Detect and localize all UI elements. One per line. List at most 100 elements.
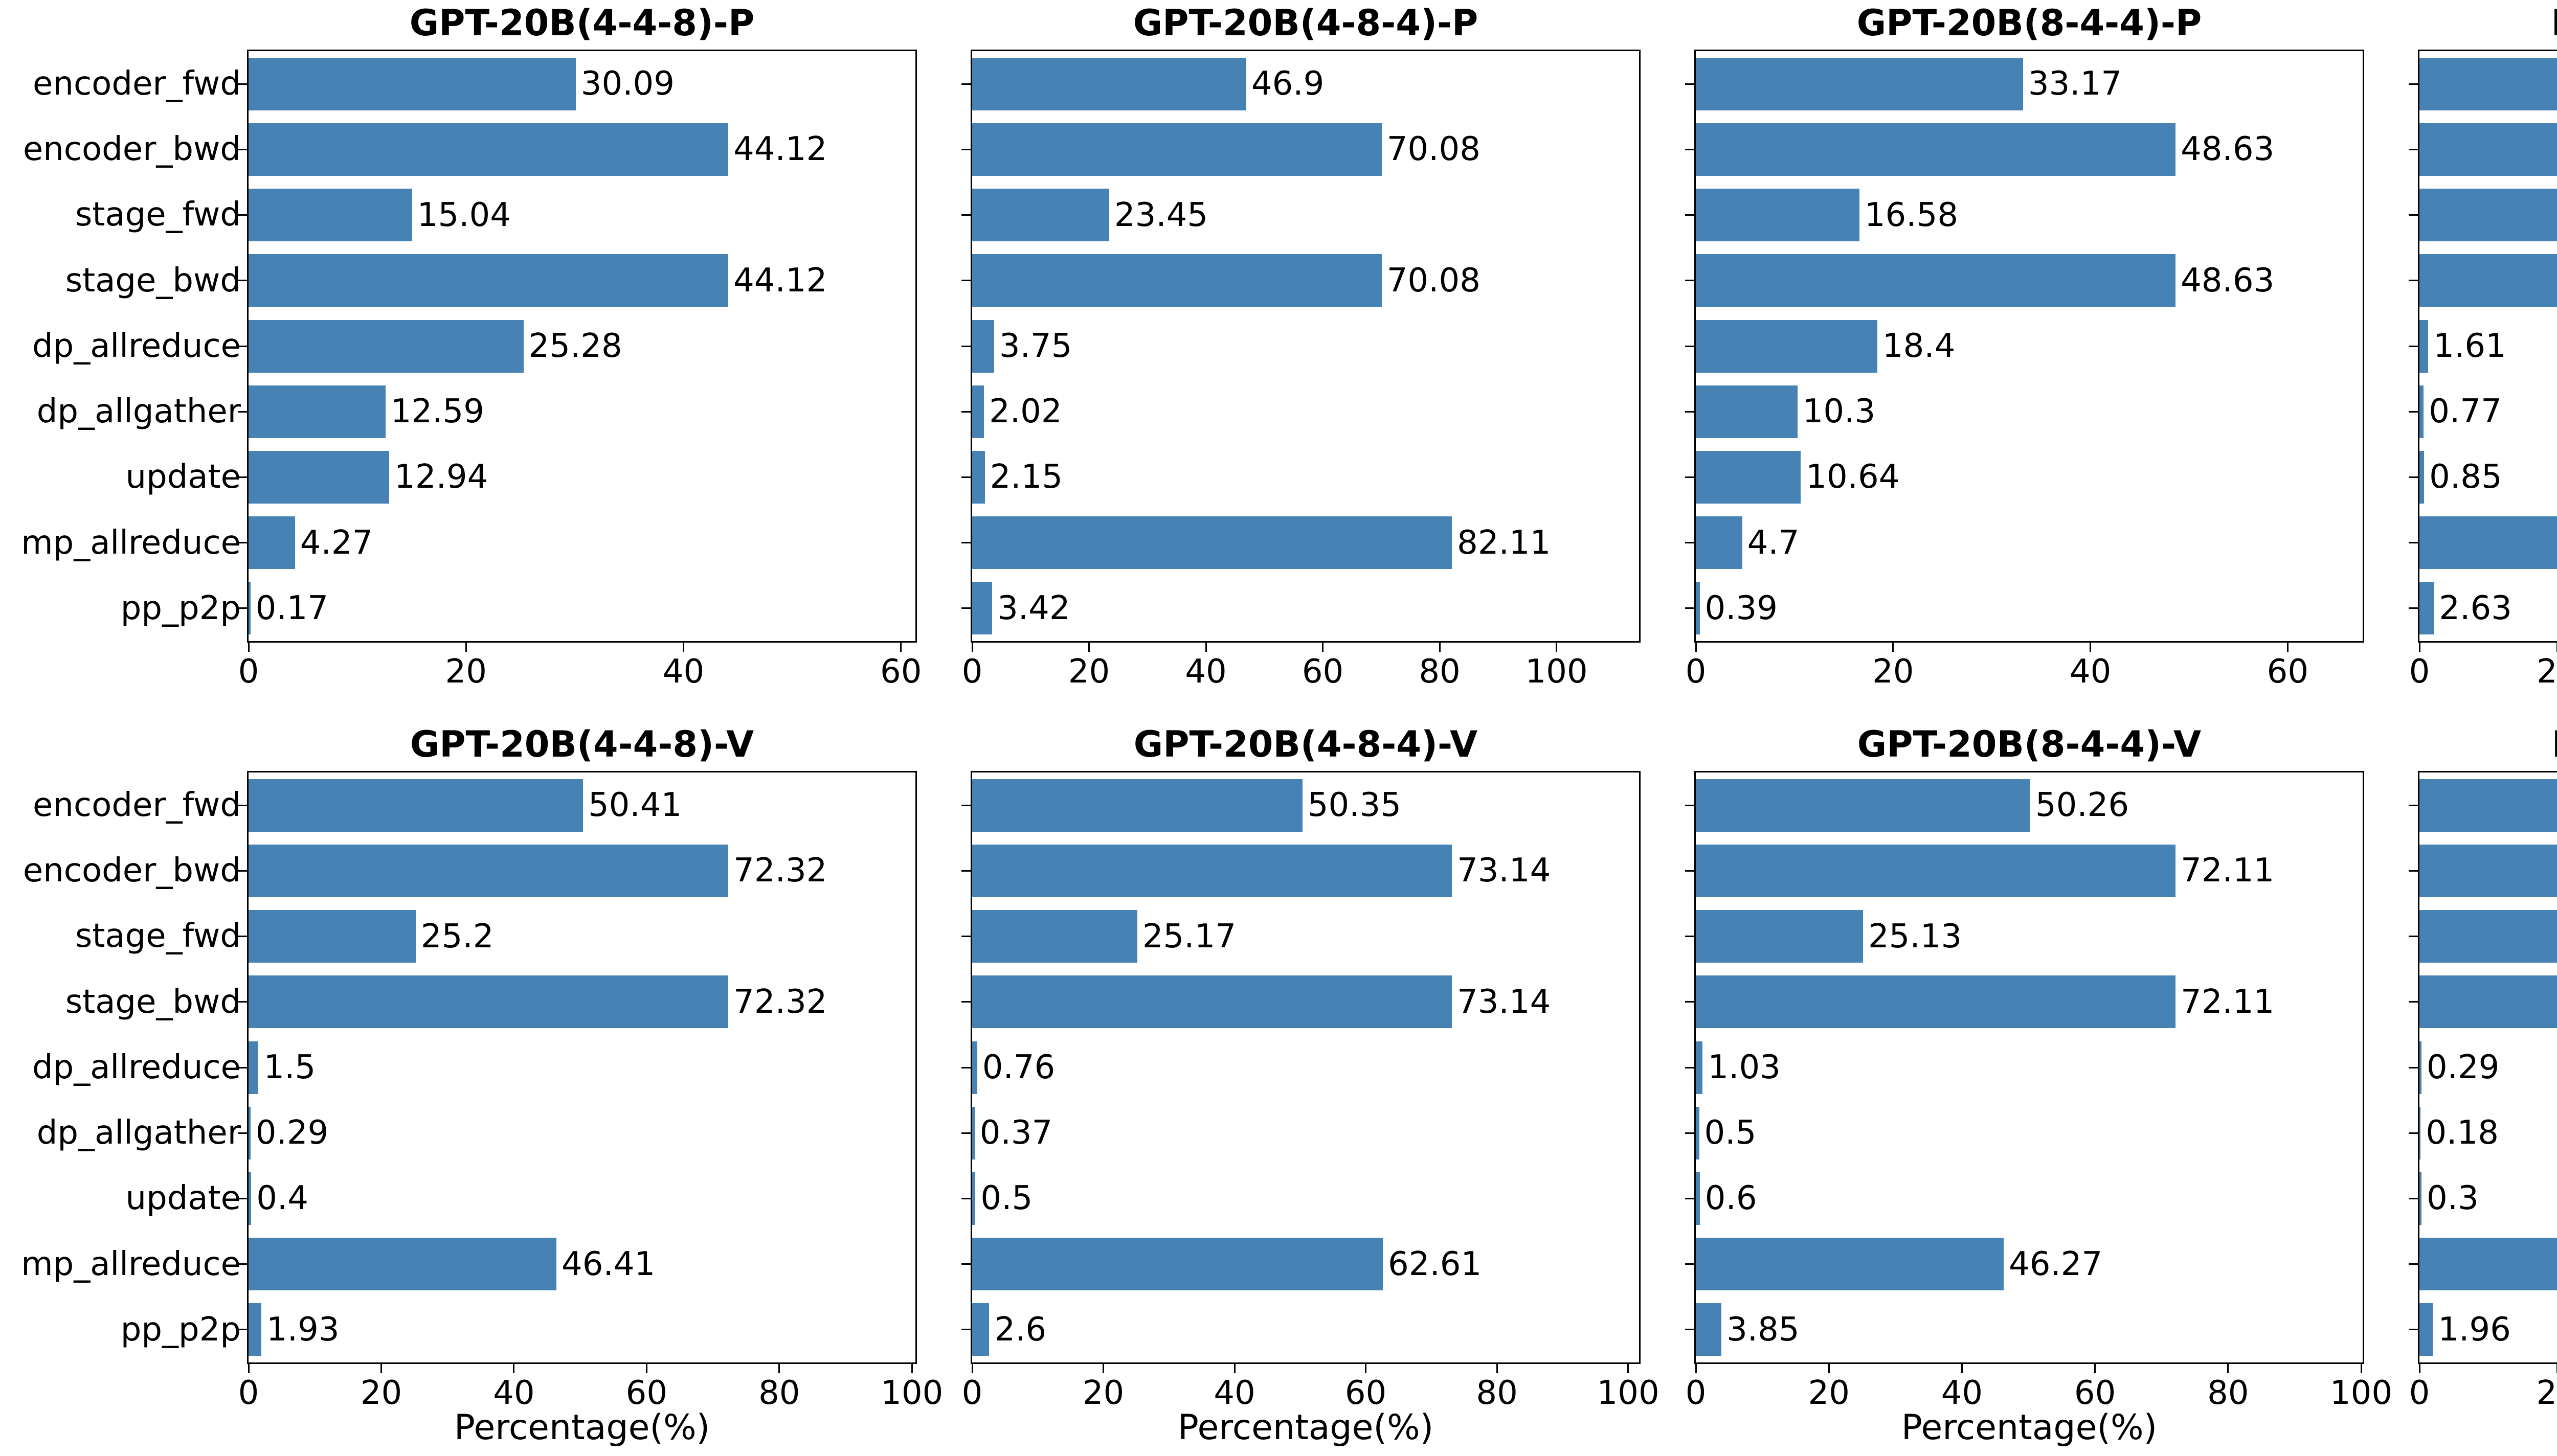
x-tick-mark [1695,1364,1697,1373]
y-tick-mark [238,1197,247,1199]
bar [2419,1172,2422,1225]
y-tick-mark [238,607,247,609]
x-tick-label: 60 [625,1374,668,1412]
chart-title: GPT-20B(8-4-4)-P [1856,2,2202,44]
bar-value-label: 48.63 [2181,261,2275,300]
bar-value-label: 46.27 [2008,1245,2103,1283]
y-tick-mark [238,1001,247,1003]
bar [1696,254,2176,307]
x-tick-label: 80 [1419,653,1461,691]
bar [249,975,729,1029]
bar-value-label: 23.45 [1114,196,1208,234]
bar [1696,1041,1703,1094]
y-tick-mark [961,1329,971,1331]
bar-value-label: 10.3 [1802,393,1876,431]
bar [2419,516,2557,570]
bar-value-label: 25.13 [1868,917,1962,956]
chart-title: GPT-20B(4-8-4)-V [1133,723,1478,765]
x-tick-label: 0 [961,1374,983,1412]
bar-value-label: 3.75 [999,327,1072,365]
y-tick-mark [2409,1197,2418,1199]
x-tick-label: 80 [1476,1374,1518,1412]
x-tick-label: 40 [1941,1374,1983,1412]
bar-value-label: 46.41 [562,1245,656,1283]
bar [2419,844,2557,897]
bar-value-label: 0.17 [255,589,329,627]
y-tick-mark [961,280,971,282]
y-tick-mark [961,476,971,478]
x-tick-label: 0 [961,653,983,691]
y-tick-mark [2409,1329,2418,1331]
y-tick-mark [1685,607,1694,609]
x-tick-label: 20 [1068,653,1110,691]
x-tick-mark [2094,1364,2096,1373]
x-tick-label: 20 [2536,1374,2557,1412]
x-tick-mark [971,643,973,652]
bar [972,385,984,438]
x-tick-label: 20 [445,653,487,691]
bar [249,844,729,897]
y-tick-mark [2409,411,2418,413]
bar-value-label: 72.11 [2181,983,2275,1021]
bar-value-label: 12.94 [394,458,488,496]
x-tick-mark [1439,643,1441,652]
x-tick-mark [971,1364,973,1373]
x-tick-mark [1496,1364,1498,1373]
bar [249,1172,252,1225]
x-tick-label: 20 [1082,1374,1125,1412]
x-tick-mark [1961,1364,1963,1373]
y-tick-mark [1685,870,1694,872]
bar-value-label: 50.26 [2035,786,2129,825]
x-axis-label: Percentage(%) [2418,1411,2557,1445]
y-tick-mark [1685,1197,1694,1199]
x-tick-label: 100 [1597,1374,1659,1412]
y-tick-label: update [125,458,241,496]
bar [1696,1106,1699,1159]
y-tick-label: stage_bwd [65,983,241,1021]
chart-title: LLaMA-13B(4-8-2)-P [2418,3,2557,43]
x-tick-mark [1892,643,1894,652]
x-tick-mark [2556,1364,2557,1373]
bar [249,189,412,242]
bar-value-label: 0.29 [2426,1049,2500,1086]
bar [1696,123,2176,176]
bar [2419,450,2425,504]
bar [1696,450,1801,504]
y-tick-mark [1685,411,1694,413]
y-tick-label: encoder_fwd [33,786,241,824]
bar [972,320,994,373]
bar-value-label: 2.63 [2439,589,2512,627]
y-tick-mark [1685,214,1694,216]
y-tick-mark [238,542,247,544]
x-axis-label: Percentage(%) [1901,1407,2158,1448]
y-tick-mark [238,1263,247,1265]
y-tick-mark [238,476,247,478]
y-tick-mark [2409,607,2418,609]
bar [972,254,1382,307]
y-tick-mark [1685,1001,1694,1003]
x-tick-label: 80 [758,1374,800,1412]
x-axis-label: Percentage(%) [1177,1407,1434,1448]
bar-value-label: 4.7 [1747,524,1800,562]
x-tick-mark [248,1364,250,1373]
y-tick-label: dp_allgather [36,1114,241,1152]
bar [2419,1303,2433,1356]
bar [2419,1106,2421,1159]
bar [972,450,985,504]
x-tick-mark [465,643,467,652]
bar [972,189,1109,242]
x-tick-mark [1556,643,1558,652]
bar-value-label: 0.18 [2426,1114,2499,1152]
bar-value-label: 62.61 [1388,1245,1482,1283]
bar-value-label: 70.08 [1386,261,1481,300]
x-tick-label: 40 [662,653,705,691]
y-tick-label: stage_bwd [65,261,241,300]
x-tick-label: 0 [1685,1374,1707,1412]
x-tick-mark [900,643,902,652]
x-tick-mark [380,1364,382,1373]
bar [249,779,583,832]
bar-value-label: 10.64 [1806,458,1900,496]
bar-value-label: 0.5 [1704,1114,1757,1152]
y-tick-mark [238,1066,247,1068]
chart-title: GPT-20B(4-4-8)-V [410,723,754,765]
